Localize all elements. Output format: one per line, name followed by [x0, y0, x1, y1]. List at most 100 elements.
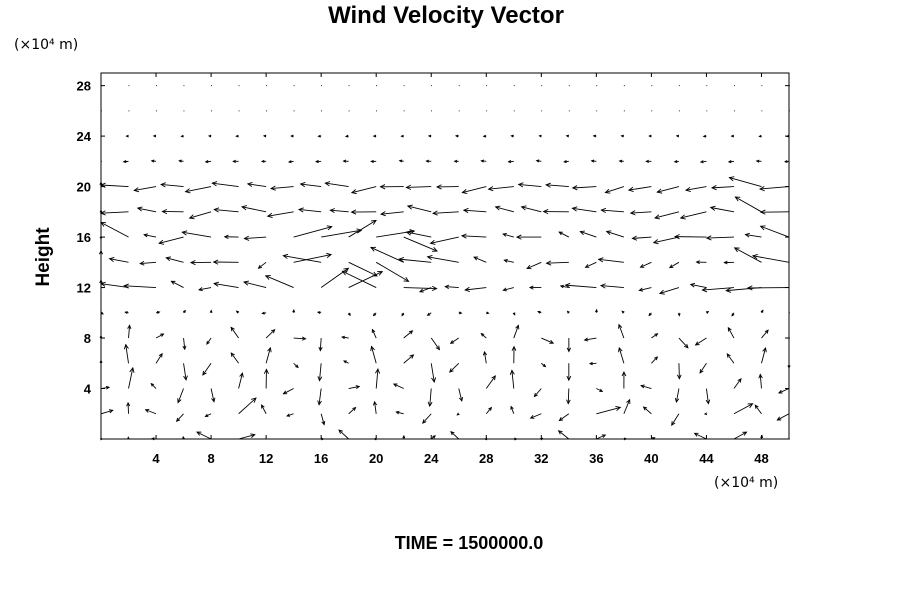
wind-vector: [673, 160, 679, 164]
wind-vector: [178, 159, 184, 163]
wind-vector: [761, 346, 767, 364]
x-tick-label: 4: [152, 451, 160, 466]
wind-vector: [265, 346, 272, 364]
wind-vector: [99, 236, 103, 240]
wind-vector: [317, 134, 322, 138]
wind-vector: [324, 181, 349, 188]
wind-vector: [321, 437, 325, 441]
wind-vector: [348, 219, 377, 238]
wind-vector: [648, 312, 652, 317]
wind-vector: [703, 412, 708, 416]
wind-vector: [265, 328, 276, 339]
wind-vector: [640, 384, 652, 389]
wind-vector: [128, 366, 135, 389]
wind-vector: [99, 359, 103, 364]
wind-vector: [520, 205, 542, 213]
wind-vector: [709, 205, 735, 213]
wind-vector: [99, 281, 129, 288]
wind-vector: [392, 383, 404, 389]
wind-vector: [758, 134, 762, 138]
wind-vector: [758, 186, 790, 192]
wind-vector: [401, 312, 405, 317]
wind-vector: [755, 159, 762, 163]
wind-vector: [125, 134, 129, 138]
wind-vector: [99, 210, 129, 216]
wind-vector: [473, 256, 487, 263]
wind-vector: [684, 186, 707, 193]
wind-vector: [733, 403, 754, 415]
wind-vector: [246, 181, 267, 188]
wind-vector: [761, 329, 769, 339]
wind-vector: [124, 311, 129, 315]
wind-vector: [212, 259, 239, 265]
wind-vector: [261, 311, 267, 315]
wind-vector: [209, 309, 213, 313]
wind-vector: [348, 261, 378, 277]
wind-vector: [645, 159, 652, 163]
wind-vector: [710, 185, 734, 191]
wind-vector: [430, 363, 437, 384]
wind-vector: [462, 207, 487, 214]
wind-vector: [370, 159, 377, 164]
wind-vector: [158, 236, 184, 245]
wind-vector: [679, 211, 707, 220]
wind-vector: [537, 310, 542, 314]
wind-vector: [563, 160, 569, 164]
wind-vector: [787, 363, 791, 369]
wind-vector: [188, 211, 212, 220]
wind-vector: [189, 259, 212, 266]
wind-vector: [293, 225, 333, 238]
wind-vector: [350, 186, 377, 195]
wind-vector: [480, 159, 487, 163]
wind-vector: [184, 186, 212, 194]
x-tick-label: 16: [314, 451, 328, 466]
wind-vector: [453, 159, 459, 163]
wind-vector: [545, 182, 569, 188]
wind-vector: [123, 343, 129, 364]
wind-vector: [760, 309, 764, 314]
wind-vector: [403, 330, 414, 339]
wind-vector: [449, 337, 460, 344]
wind-vector: [177, 388, 184, 404]
wind-vector: [542, 209, 569, 215]
y-tick-label: 4: [84, 382, 92, 397]
wind-vector: [618, 346, 625, 364]
wind-vector: [263, 368, 269, 389]
wind-vector: [678, 337, 689, 349]
wind-vector: [511, 345, 517, 364]
wind-vector: [592, 134, 597, 138]
wind-vector: [240, 205, 267, 213]
wind-vector: [784, 159, 790, 164]
wind-vector: [701, 287, 734, 293]
wind-vector: [379, 184, 404, 190]
wind-vector: [444, 284, 459, 289]
y-unit-label: (×10⁴ m): [14, 37, 78, 53]
wind-vector: [483, 437, 488, 441]
x-tick-label: 20: [369, 451, 383, 466]
wind-vector: [133, 186, 157, 193]
y-tick-label: 20: [77, 180, 91, 195]
wind-vector: [564, 282, 597, 289]
wind-vector: [370, 345, 377, 364]
wind-vector: [108, 257, 129, 263]
wind-vector: [535, 159, 542, 163]
wind-vector: [198, 287, 212, 292]
wind-vector: [734, 196, 762, 213]
wind-vector: [513, 437, 518, 441]
wind-vector: [427, 134, 432, 138]
wind-vector: [694, 337, 707, 346]
wind-vector: [204, 413, 212, 417]
wind-vector: [454, 134, 459, 138]
wind-vector: [338, 429, 349, 440]
wind-vector: [526, 261, 542, 270]
wind-vector: [538, 134, 542, 138]
wind-vector: [494, 205, 514, 213]
time-label: TIME = 1500000.0: [395, 533, 544, 553]
wind-vector: [638, 287, 652, 292]
wind-vector: [235, 134, 239, 138]
wind-vector: [210, 388, 216, 403]
wind-vector: [728, 176, 762, 188]
chart-title: Wind Velocity Vector: [328, 2, 564, 29]
wind-vector: [599, 283, 624, 289]
wind-vector: [318, 338, 323, 352]
